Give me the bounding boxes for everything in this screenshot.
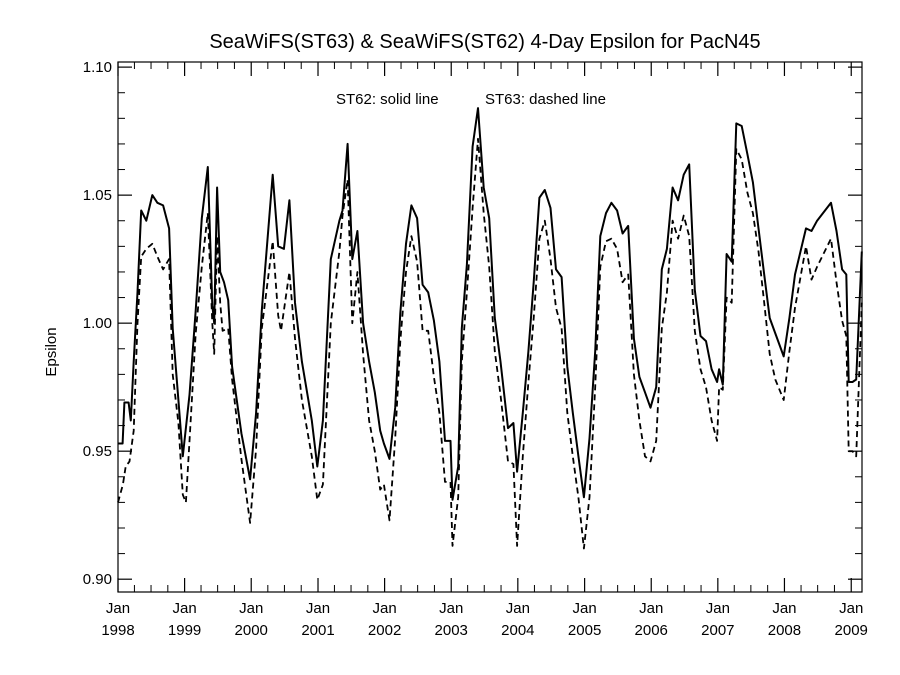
y-tick-label: 1.05 bbox=[83, 187, 112, 204]
y-axis-label: Epsilon bbox=[43, 327, 60, 376]
x-tick-year-label: 2007 bbox=[701, 622, 734, 639]
x-tick-month-label: Jan bbox=[173, 600, 197, 617]
x-tick-month-label: Jan bbox=[839, 600, 863, 617]
x-tick-month-label: Jan bbox=[106, 600, 130, 617]
x-tick-month-label: Jan bbox=[573, 600, 597, 617]
x-tick-month-label: Jan bbox=[706, 600, 730, 617]
x-tick-year-label: 2006 bbox=[635, 622, 668, 639]
x-tick-month-label: Jan bbox=[772, 600, 796, 617]
series-line-st62 bbox=[118, 107, 863, 501]
x-tick-month-label: Jan bbox=[506, 600, 530, 617]
y-tick-label: 1.00 bbox=[83, 315, 112, 332]
x-tick-year-label: 2004 bbox=[501, 622, 534, 639]
x-tick-year-label: 2001 bbox=[301, 622, 334, 639]
x-tick-year-label: 2000 bbox=[235, 622, 268, 639]
series-line-st63 bbox=[117, 137, 863, 550]
x-tick-year-label: 2009 bbox=[835, 622, 868, 639]
y-axis-ticks: 0.90 0.95 1.00 1.05 1.10 bbox=[83, 59, 862, 588]
x-axis-ticks: Jan 1998 Jan 1999 Jan 2000 Jan 2001 Jan 2002 Jan 20… bbox=[101, 62, 868, 639]
y-tick-label: 0.90 bbox=[83, 571, 112, 588]
annotation-dashed: ST63: dashed line bbox=[485, 91, 606, 108]
x-tick-month-label: Jan bbox=[639, 600, 663, 617]
series-layer bbox=[117, 107, 863, 550]
plot-frame bbox=[117, 61, 863, 593]
annotation-solid: ST62: solid line bbox=[336, 91, 439, 108]
chart-title: SeaWiFS(ST63) & SeaWiFS(ST62) 4-Day Epsi… bbox=[209, 31, 760, 53]
y-tick-label: 0.95 bbox=[83, 443, 112, 460]
x-tick-year-label: 2003 bbox=[435, 622, 468, 639]
x-tick-year-label: 2002 bbox=[368, 622, 401, 639]
x-tick-year-label: 1999 bbox=[168, 622, 201, 639]
x-tick-year-label: 2005 bbox=[568, 622, 601, 639]
x-tick-month-label: Jan bbox=[439, 600, 463, 617]
x-tick-year-label: 2008 bbox=[768, 622, 801, 639]
x-tick-month-label: Jan bbox=[373, 600, 397, 617]
x-tick-month-label: Jan bbox=[239, 600, 263, 617]
x-tick-month-label: Jan bbox=[306, 600, 330, 617]
x-tick-year-label: 1998 bbox=[101, 622, 134, 639]
y-tick-label: 1.10 bbox=[83, 59, 112, 76]
